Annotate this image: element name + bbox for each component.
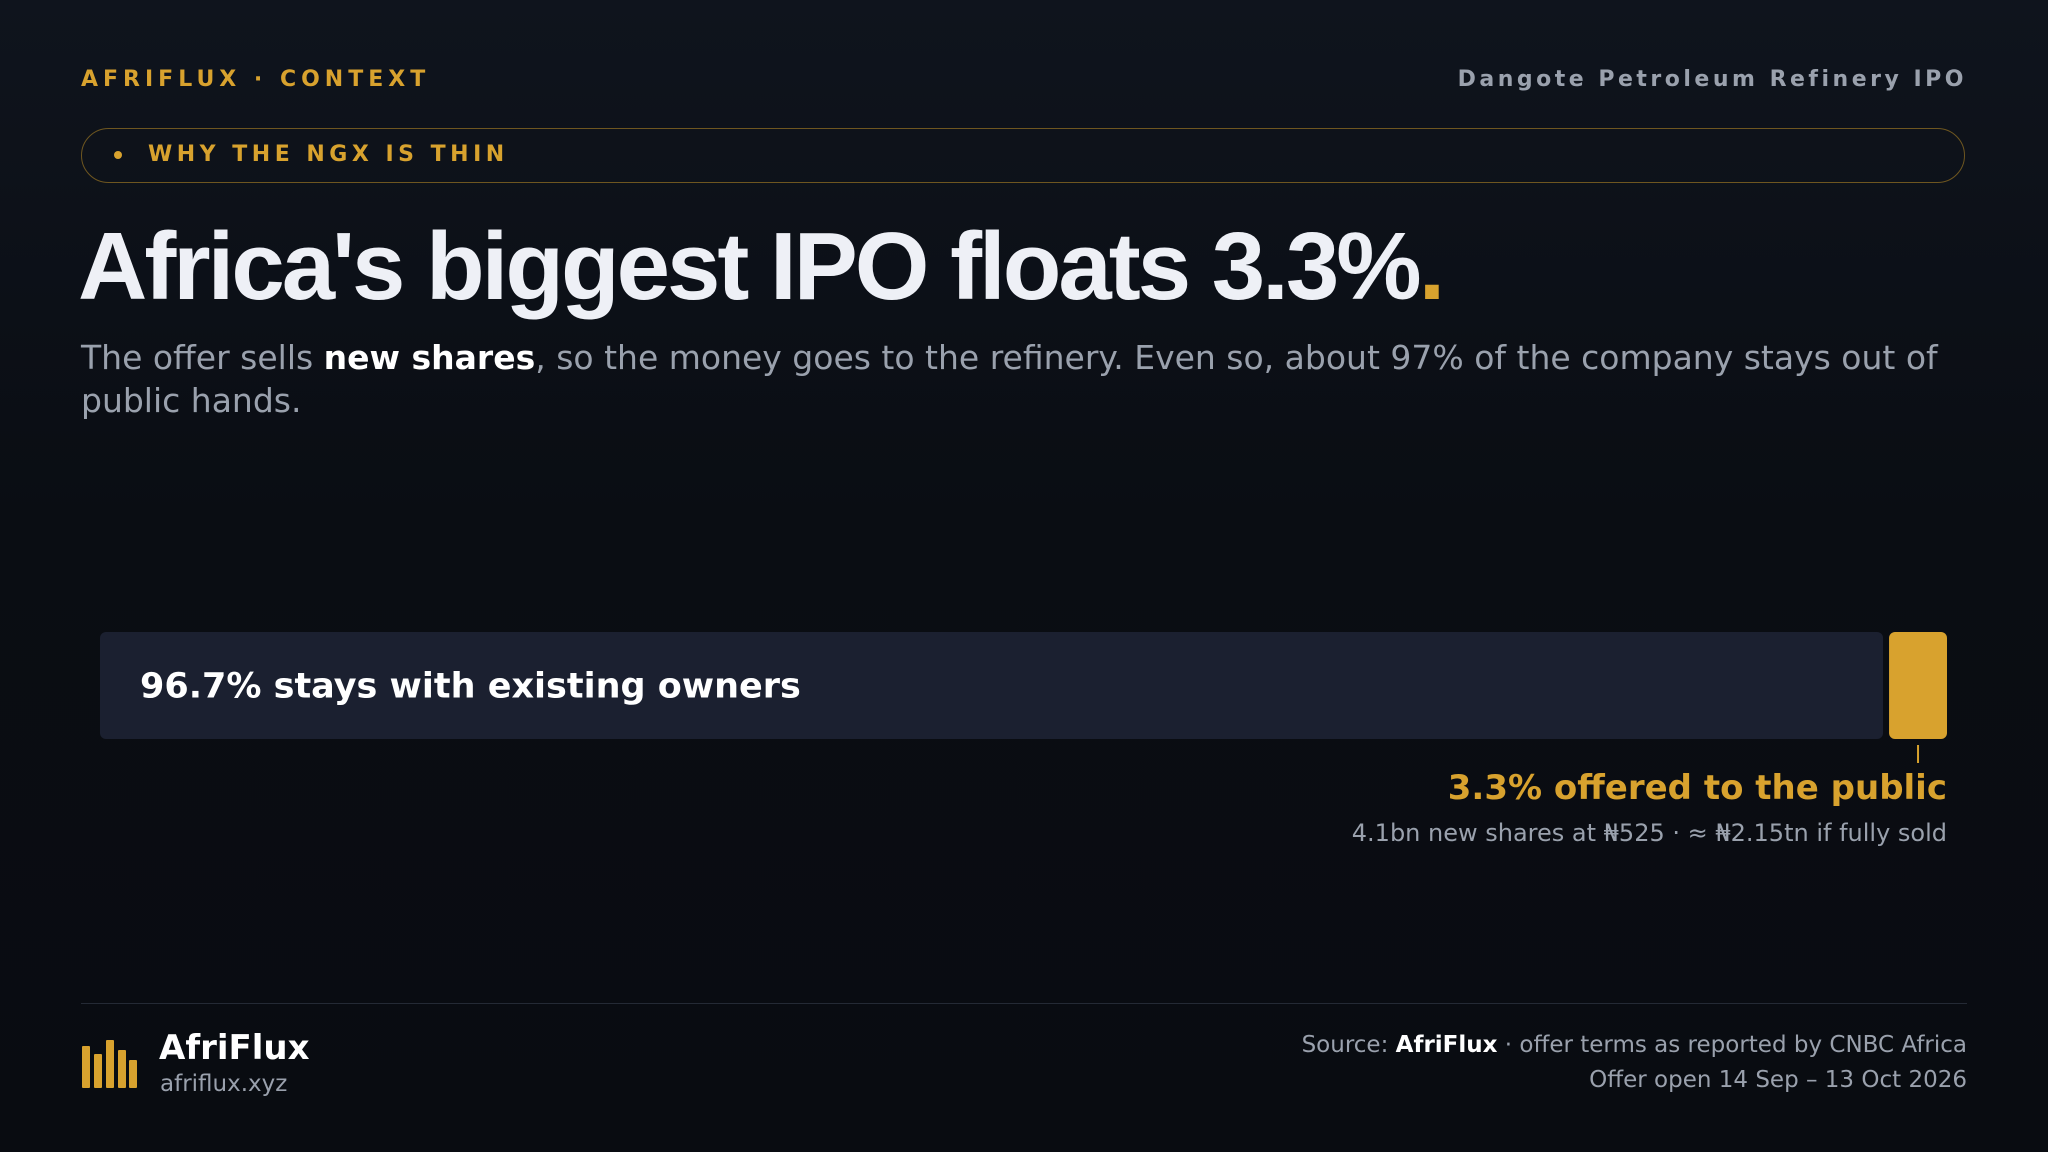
- headline: Africa's biggest IPO floats 3.3%.: [78, 212, 1446, 322]
- source-brand: AfriFlux: [1395, 1032, 1498, 1058]
- tag-dot: [114, 151, 122, 159]
- tag-pill: WHY THE NGX IS THIN: [81, 128, 1965, 183]
- brand: AfriFlux: [159, 1028, 310, 1068]
- logo: [82, 1040, 137, 1088]
- kicker: AFRIFLUX · CONTEXT: [81, 67, 431, 92]
- divider: [81, 1003, 1967, 1004]
- bar-segment: [100, 632, 1884, 739]
- topic: Dangote Petroleum Refinery IPO: [1457, 67, 1967, 92]
- url: afriflux.xyz: [160, 1071, 288, 1097]
- source-part: · offer terms as reported by CNBC Africa: [1497, 1032, 1967, 1058]
- dates: Offer open 14 Sep – 13 Oct 2026: [1589, 1067, 1967, 1093]
- bar-note: 4.1bn new shares at ₦525 · ≈ ₦2.15tn if …: [1352, 819, 1947, 847]
- subtitle-part: The offer sells: [81, 338, 324, 377]
- source: Source: AfriFlux · offer terms as report…: [1302, 1032, 1967, 1058]
- segment-label: 3.3% offered to the public: [1448, 768, 1947, 808]
- source-part: Source:: [1301, 1032, 1396, 1058]
- headline-accent: .: [1418, 213, 1446, 320]
- subtitle-emphasis: new shares: [323, 338, 536, 377]
- subtitle-part: , so the money goes to the refinery. Eve…: [81, 338, 1938, 420]
- subtitle: The offer sells new shares, so the money…: [81, 336, 1981, 422]
- headline-text: Africa's biggest IPO floats 3.3%: [78, 213, 1422, 320]
- bar-segment: [1889, 632, 1947, 739]
- segment-label: 96.7% stays with existing owners: [140, 667, 801, 707]
- tag: WHY THE NGX IS THIN: [148, 142, 509, 167]
